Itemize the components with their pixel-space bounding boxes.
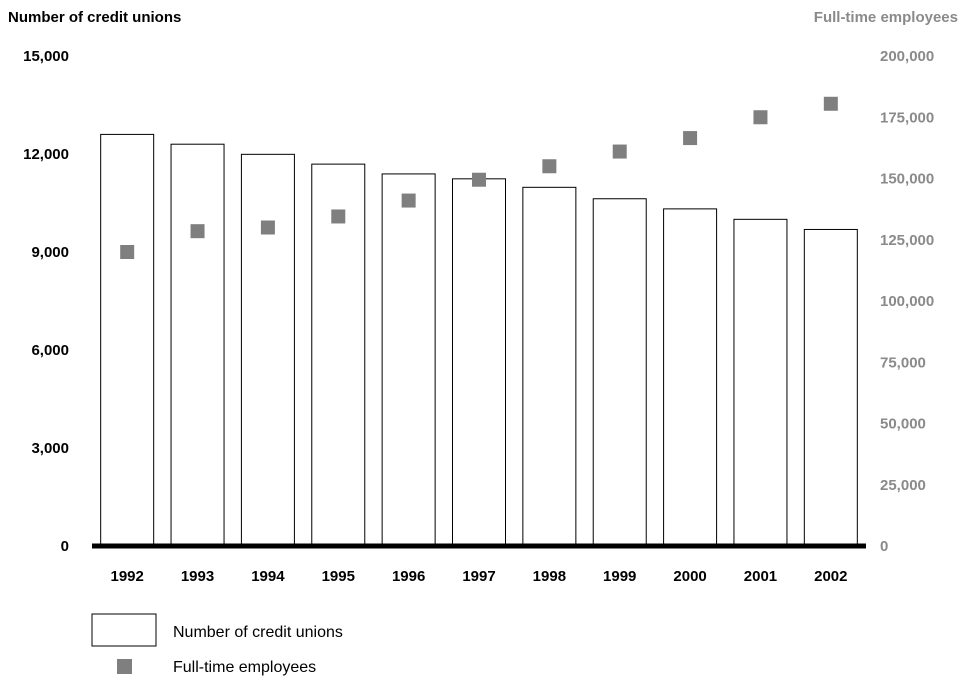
right-axis-ticks: 0 25,000 50,000 75,000 100,000 125,000 150,000… [880,48,934,555]
marker-2001 [753,110,768,125]
bar-1992 [100,133,155,547]
marker-1997 [472,172,486,187]
marker-1992 [120,245,135,259]
x-tick-label-1996: 1996 [392,568,425,585]
x-tick-label-1998: 1998 [533,568,566,585]
bar-series [100,133,858,547]
marker-1994 [260,220,275,235]
left-tick-label-3: 9,000 [31,244,69,261]
legend-swatch-markers [117,659,132,674]
x-tick-label-1999: 1999 [603,568,636,585]
marker-1993 [190,224,205,239]
right-tick-label-3: 75,000 [880,354,926,371]
right-axis-title: Full-time employees [814,9,958,26]
bar-2000 [663,208,718,547]
legend-swatch-bars [91,613,157,647]
marker-1998 [542,159,557,174]
right-tick-label-8: 200,000 [880,48,934,65]
left-tick-label-1: 3,000 [31,440,69,457]
right-tick-label-1: 25,000 [880,477,926,494]
bar-1999 [592,198,647,547]
x-tick-label-1994: 1994 [251,568,285,585]
bar-1996 [381,173,436,547]
bar-1995 [311,163,366,547]
marker-series [120,96,838,259]
legend: Number of credit unions Full-time employ… [91,613,343,676]
right-tick-label-7: 175,000 [880,109,934,126]
bar-1994 [240,153,295,547]
x-tick-label-2002: 2002 [814,568,847,585]
left-tick-label-2: 6,000 [31,342,69,359]
legend-label-markers: Full-time employees [173,659,316,676]
x-tick-label-2001: 2001 [744,568,777,585]
right-tick-label-4: 100,000 [880,293,934,310]
left-tick-label-0: 0 [61,538,69,555]
x-axis-labels: 1992 1993 1994 1995 1996 1997 1998 1999 2000 2001… [110,568,847,585]
right-tick-label-6: 150,000 [880,171,934,188]
x-tick-label-1995: 1995 [322,568,355,585]
right-tick-label-5: 125,000 [880,232,934,249]
x-tick-label-1992: 1992 [110,568,143,585]
left-tick-label-5: 15,000 [23,48,69,65]
marker-2002 [823,96,838,111]
marker-1999 [612,144,627,159]
bar-1993 [170,143,225,547]
bar-1998 [522,186,577,547]
right-tick-label-2: 50,000 [880,416,926,433]
bar-1997 [452,178,506,547]
marker-1995 [331,209,346,224]
x-tick-label-1993: 1993 [181,568,214,585]
left-tick-label-4: 12,000 [23,146,69,163]
marker-1996 [401,193,416,208]
bar-2001 [733,218,788,547]
right-tick-label-0: 0 [880,538,888,555]
marker-2000 [683,131,698,146]
left-axis-title: Number of credit unions [8,9,181,26]
legend-label-bars: Number of credit unions [173,624,343,641]
x-tick-label-1997: 1997 [462,568,495,585]
bar-2002 [803,228,858,547]
left-axis-ticks: 0 3,000 6,000 9,000 12,000 15,000 [23,48,69,555]
x-tick-label-2000: 2000 [673,568,706,585]
